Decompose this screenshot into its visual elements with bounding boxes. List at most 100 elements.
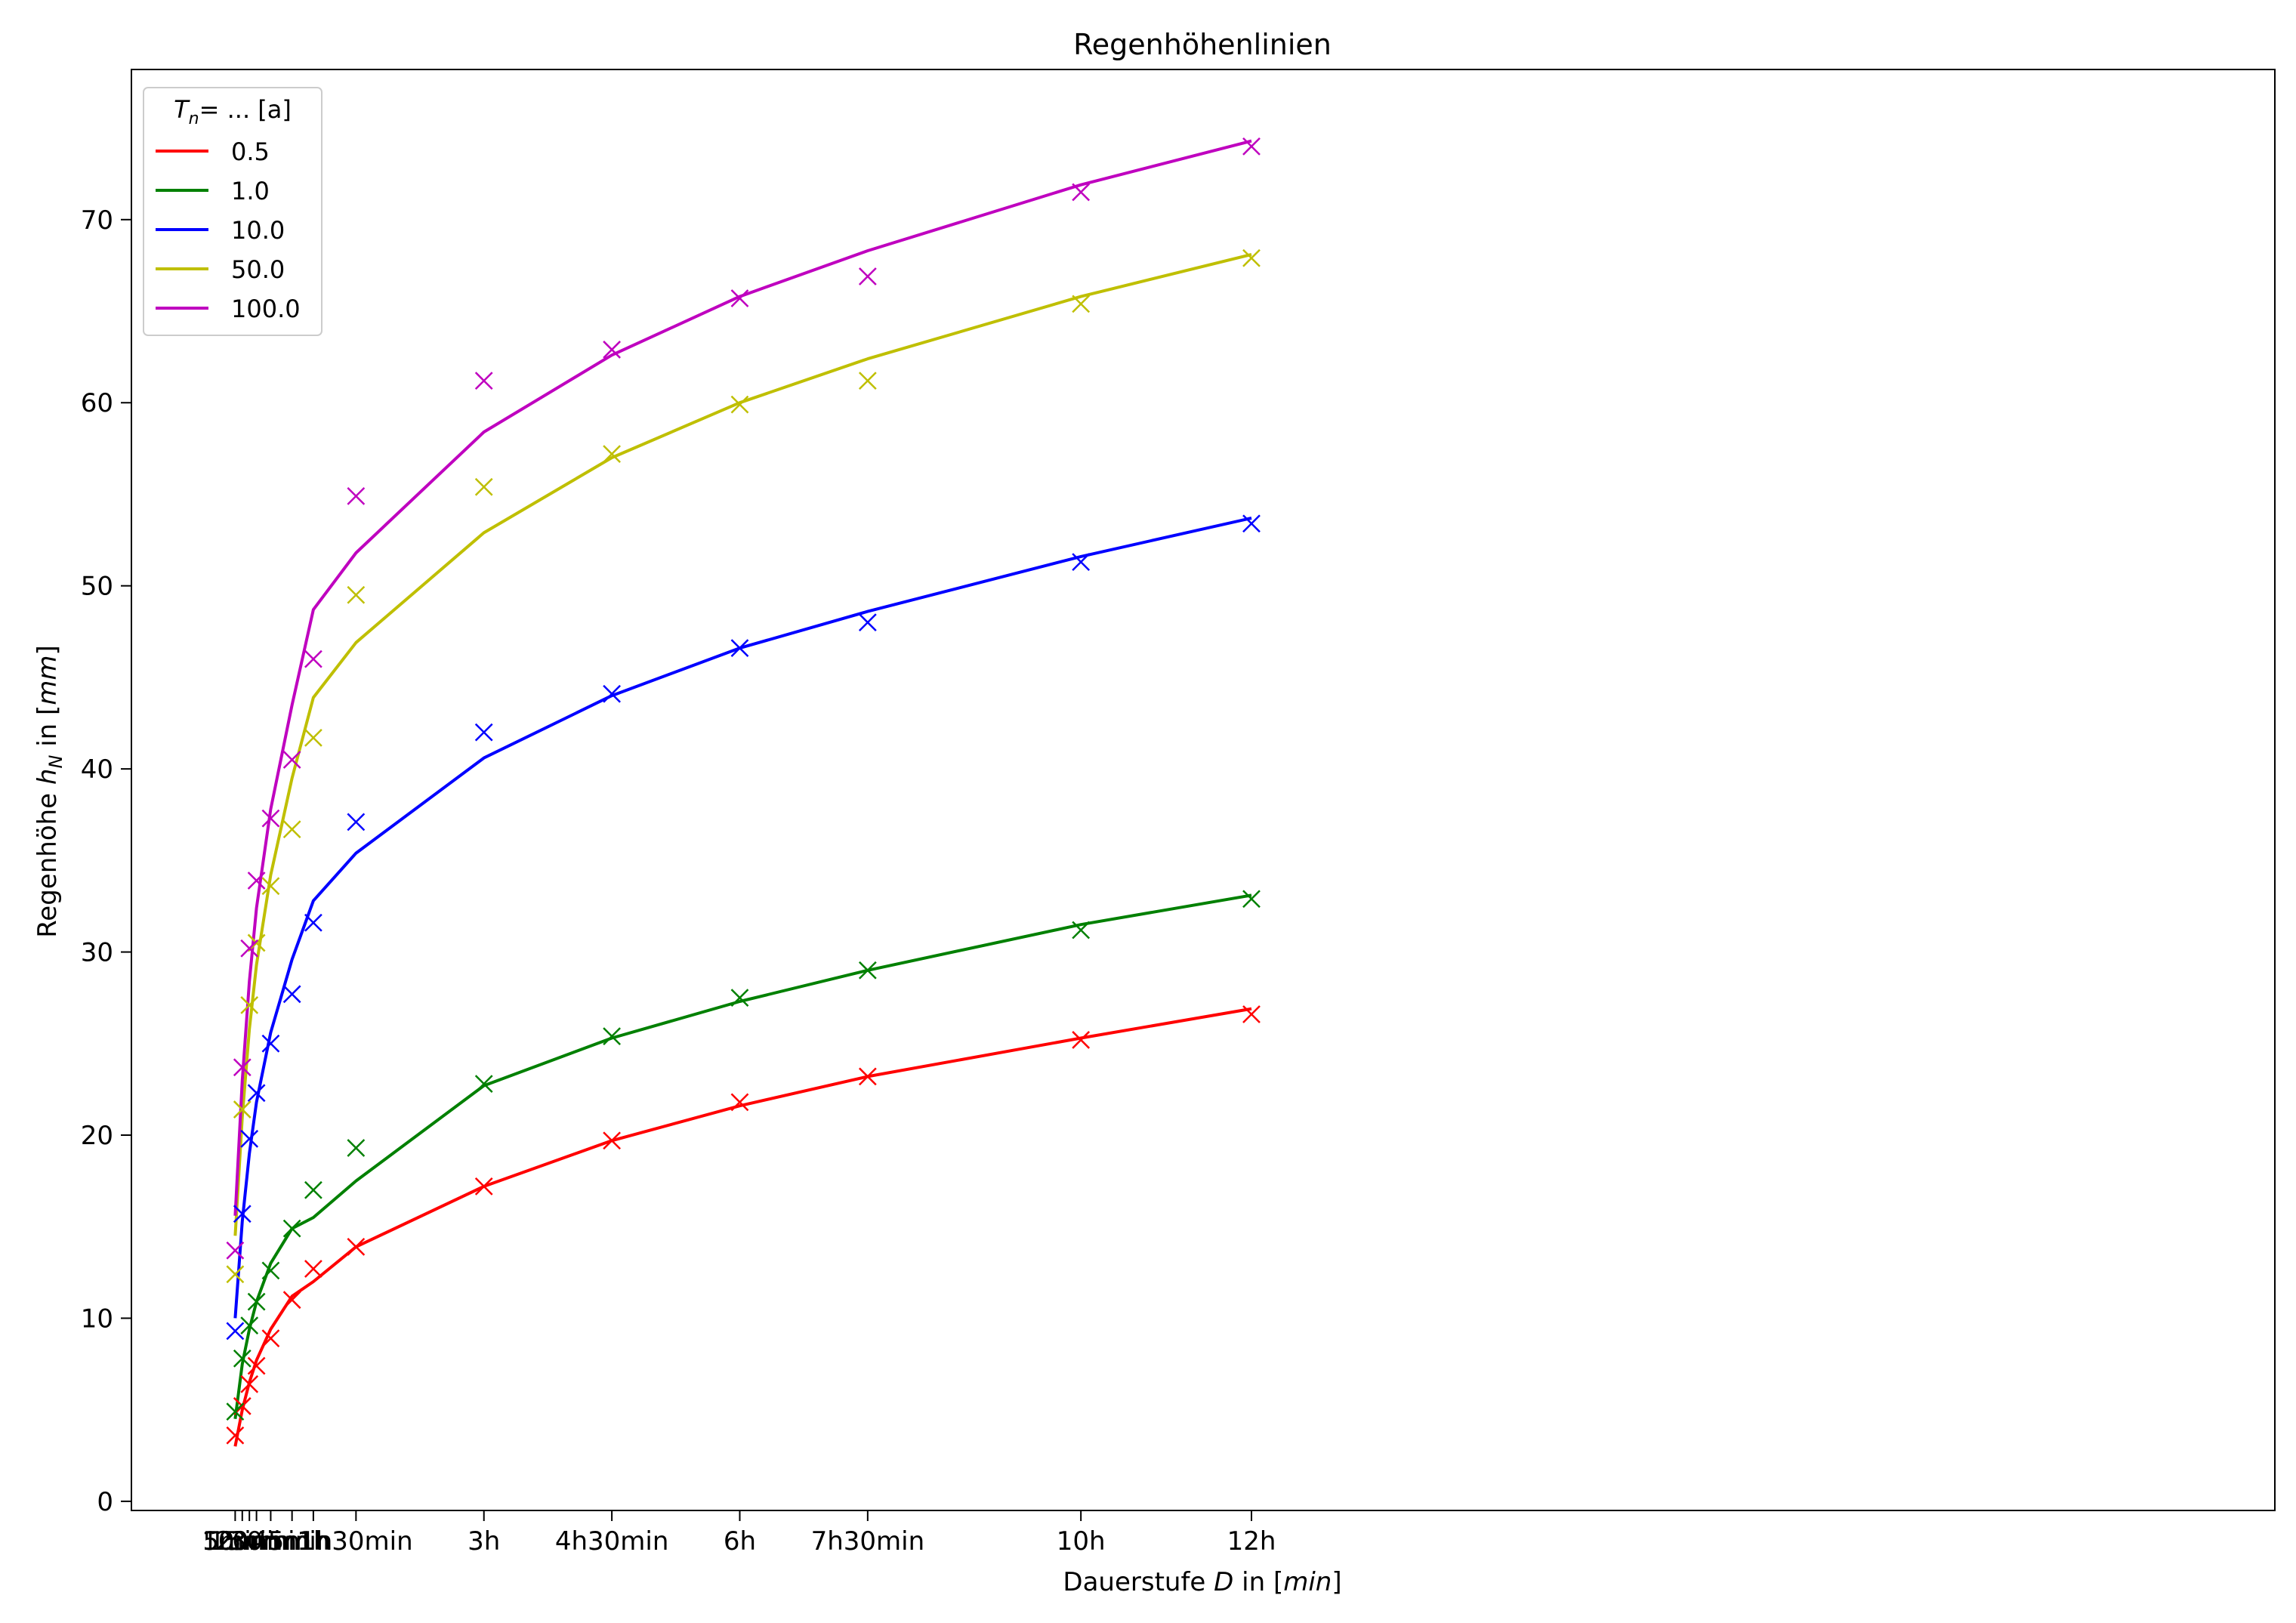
data-point (233, 1396, 252, 1415)
y-tick-label: 10 (81, 1304, 113, 1334)
y-label-text: ] (32, 645, 63, 655)
data-point-stroke (730, 639, 749, 657)
legend-label: 50.0 (231, 255, 285, 284)
data-point-stroke (474, 477, 493, 496)
data-point-stroke (1242, 514, 1261, 533)
data-point (226, 1265, 245, 1284)
data-point (730, 395, 749, 414)
data-point (226, 1402, 245, 1421)
y-tick-label: 60 (81, 388, 113, 418)
data-point-stroke (233, 1396, 252, 1415)
data-point (1072, 295, 1091, 313)
data-point (247, 1356, 266, 1375)
data-point-stroke (247, 1084, 266, 1103)
data-point (304, 1260, 322, 1278)
data-point (730, 989, 749, 1007)
data-point-stroke (347, 487, 366, 505)
data-point (226, 1322, 245, 1341)
x-tick-label: 1h30min (299, 1526, 413, 1557)
data-point (304, 729, 322, 747)
legend-label: 1.0 (231, 177, 270, 205)
data-point-stroke (261, 1261, 280, 1280)
data-point-stroke (282, 751, 301, 769)
fit-line-10.0 (233, 517, 1252, 1319)
data-point (282, 985, 301, 1004)
x-label-text: ] (1332, 1567, 1341, 1597)
data-point-stroke (304, 1260, 322, 1278)
data-point-stroke (282, 820, 301, 839)
data-point-stroke (858, 372, 877, 390)
data-point-stroke (261, 809, 280, 828)
y-tick-label: 70 (81, 205, 113, 236)
data-point (347, 813, 366, 832)
data-point-stroke (226, 1241, 245, 1260)
data-point-stroke (1242, 1005, 1261, 1023)
data-point-stroke (240, 1316, 259, 1335)
chart-title: Regenhöhenlinien (1073, 28, 1332, 61)
data-point-stroke (347, 1238, 366, 1256)
data-point-stroke (226, 1402, 245, 1421)
data-point-stroke (603, 684, 621, 703)
data-point (240, 939, 259, 958)
legend-label: 0.5 (231, 137, 270, 166)
data-point (226, 1241, 245, 1260)
data-point (474, 477, 493, 496)
data-point (233, 1205, 252, 1223)
data-point (247, 872, 266, 890)
data-point-stroke (858, 961, 877, 980)
x-axis-label: Dauerstufe D in [min] (1063, 1567, 1341, 1597)
data-point (233, 1100, 252, 1119)
legend-title-text: = ... [a] (199, 95, 292, 124)
data-point-stroke (603, 1131, 621, 1150)
data-point (1242, 1005, 1261, 1023)
data-point-stroke (1242, 890, 1261, 909)
data-point (474, 372, 493, 390)
data-point (304, 913, 322, 932)
data-point-stroke (261, 1034, 280, 1053)
x-tick-label: 6h (724, 1526, 756, 1557)
x-tick-label: 12h (1227, 1526, 1276, 1557)
data-point-stroke (282, 1291, 301, 1310)
x-label-text: in [ (1233, 1567, 1283, 1597)
data-point (226, 1426, 245, 1445)
data-point (304, 650, 322, 668)
data-markers (226, 137, 1261, 1445)
legend-title: Tn= ... [a] (174, 95, 292, 128)
data-point-stroke (730, 1093, 749, 1112)
data-point (1072, 921, 1091, 940)
data-point-stroke (1242, 137, 1261, 156)
data-point (730, 639, 749, 657)
data-point-stroke (247, 1292, 266, 1311)
data-point-stroke (730, 989, 749, 1007)
x-label-unit: min (1283, 1567, 1332, 1597)
data-point-stroke (1242, 248, 1261, 267)
y-label-unit: mm (32, 655, 63, 705)
x-label-var: D (1214, 1567, 1233, 1597)
data-point-stroke (347, 585, 366, 604)
data-point (730, 1093, 749, 1112)
fit-line-50.0 (233, 252, 1252, 1236)
data-point-stroke (1072, 553, 1091, 572)
data-point-stroke (226, 1322, 245, 1341)
x-tick-label: 10h (1057, 1526, 1106, 1557)
y-tick-label: 40 (81, 754, 113, 785)
x-tick-label: 5min (203, 1526, 268, 1557)
y-label-text: Regenhöhe (32, 785, 63, 938)
data-point-stroke (858, 613, 877, 632)
data-point (247, 933, 266, 952)
plot-frame (131, 69, 2276, 1511)
data-point-stroke (474, 1075, 493, 1093)
data-point-stroke (474, 372, 493, 390)
data-point (347, 487, 366, 505)
x-tick-label: 3h (468, 1526, 500, 1557)
x-label-text: Dauerstufe (1063, 1567, 1214, 1597)
data-point (1242, 137, 1261, 156)
data-point (474, 1177, 493, 1196)
data-point-stroke (282, 1219, 301, 1238)
data-point (603, 341, 621, 359)
y-tick-label: 30 (81, 938, 113, 968)
data-point-stroke (261, 1329, 280, 1347)
data-point-stroke (226, 1426, 245, 1445)
x-tick-label: 15min (209, 1526, 290, 1557)
y-label-sub: N (45, 755, 66, 769)
